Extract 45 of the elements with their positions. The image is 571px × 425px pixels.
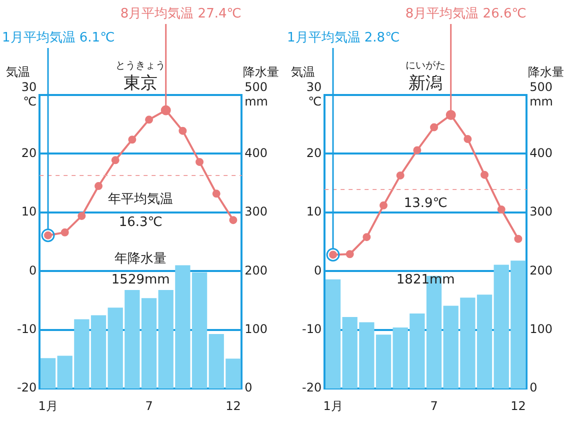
y-tick-label: 10 [306, 204, 322, 219]
y-tick-label: 30 ℃ [21, 80, 37, 108]
text: 8月平均気温 26.6℃ [405, 6, 526, 22]
y2-tick-label: 500 mm [530, 80, 554, 108]
x-tick-label: 7 [145, 398, 153, 413]
x-tick-label: 12 [510, 398, 526, 413]
ref-line-label: 13.9℃ [404, 196, 448, 211]
chart-title: 新潟 [408, 73, 443, 94]
y-tick-label: -10 [302, 322, 322, 336]
chart-subtitle: にいがた [406, 60, 446, 72]
annotation: 年降水量 1529mm [111, 251, 170, 288]
x-tick-label: 12 [226, 398, 241, 413]
y2-axis-title: 降水量 [243, 65, 279, 80]
y2-tick-label: 200 [530, 263, 553, 278]
y2-tick-label: 300 [244, 204, 268, 219]
y2-tick-label: 500 mm [244, 80, 268, 108]
y-tick-label: 0 [28, 263, 37, 278]
y-tick-label: 0 [314, 263, 322, 278]
x-tick-label: 1月 [38, 398, 58, 413]
y-tick-label: -10 [16, 322, 37, 336]
y-tick-label: -20 [302, 380, 322, 395]
ref-line-label: 年平均気温 16.3℃ [108, 192, 174, 230]
y-axis-title: 気温 [6, 65, 30, 80]
y2-tick-label: 200 [244, 263, 268, 278]
y2-tick-label: 100 [244, 322, 268, 336]
x-tick-label: 1月 [323, 398, 343, 413]
y2-tick-label: 300 [530, 204, 553, 219]
x-tick-label: 7 [430, 398, 438, 413]
y2-tick-label: 100 [530, 322, 553, 336]
y2-tick-label: 0 [530, 380, 538, 395]
y-tick-label: -20 [16, 380, 37, 395]
y2-axis-title: 降水量 [528, 65, 564, 80]
annotation: 1月平均気温 2.8℃ [286, 30, 400, 46]
y-tick-label: 20 [21, 146, 37, 160]
chart-subtitle: とうきょう [116, 60, 166, 72]
text: 8月平均気温 27.4℃ [120, 6, 242, 22]
y2-tick-label: 0 [244, 380, 252, 395]
y-tick-label: 30 ℃ [306, 80, 322, 108]
chart-title: 東京 [124, 73, 158, 94]
y2-tick-label: 400 [244, 146, 268, 160]
y-tick-label: 20 [306, 146, 322, 160]
annotation: 1月平均気温 6.1℃ [2, 30, 115, 46]
y-axis-title: 気温 [291, 65, 315, 80]
y-tick-label: 10 [21, 204, 37, 219]
y2-tick-label: 400 [530, 146, 553, 160]
